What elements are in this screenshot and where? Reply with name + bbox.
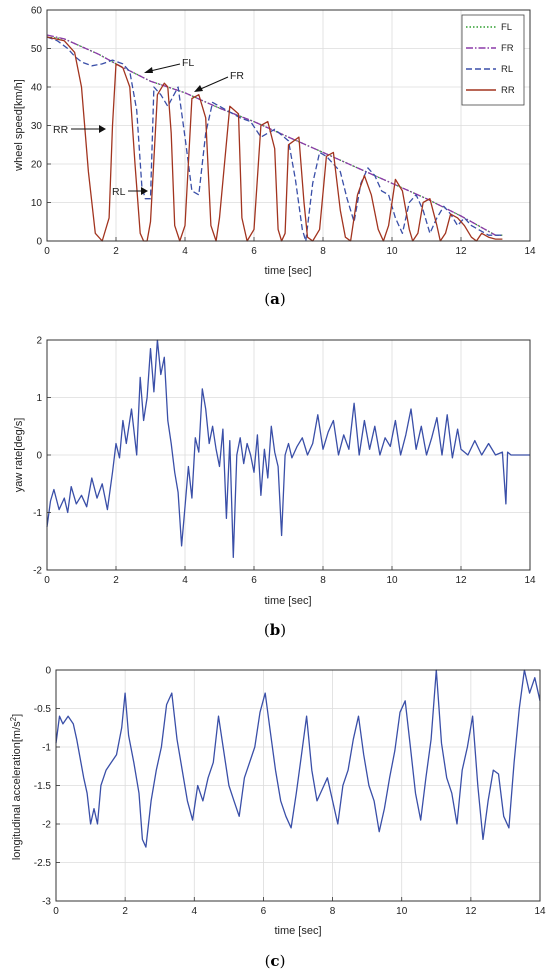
panel-b-caption: (b) bbox=[264, 621, 286, 639]
panel-b-ytick-label: -2 bbox=[33, 566, 42, 577]
panel-c-ytick-label: -3 bbox=[42, 897, 51, 908]
panel-c-ytick-label: -2 bbox=[42, 820, 51, 831]
panel-c-xtick-label: 12 bbox=[465, 906, 477, 917]
annotation-rl: RL bbox=[112, 186, 126, 198]
panel-a-annotations: FL FR RR RL bbox=[53, 57, 244, 198]
panel-c-xtick-label: 6 bbox=[261, 906, 267, 917]
panel-b-xtick-label: 0 bbox=[44, 575, 50, 586]
panel-b-xtick-label: 10 bbox=[386, 575, 398, 586]
panel-c-longitudinal-acceleration: 0 2 4 6 8 10 12 14 -3 -2.5 -2 -1.5 -1 -0.5 0 time [sec… bbox=[9, 666, 546, 971]
annotation-rl-arrowhead bbox=[141, 187, 148, 195]
panel-b-ytick-label: 0 bbox=[36, 451, 42, 462]
panel-b-xtick-label: 6 bbox=[251, 575, 257, 586]
panel-a-xtick-label: 14 bbox=[524, 246, 536, 257]
annotation-rr: RR bbox=[53, 124, 69, 136]
panel-c-xtick-label: 0 bbox=[53, 906, 59, 917]
panel-a-ytick-label: 20 bbox=[31, 160, 43, 171]
panel-a-ytick-label: 30 bbox=[31, 121, 43, 132]
panel-a-caption: (a) bbox=[264, 290, 285, 308]
legend-label-fl: FL bbox=[501, 22, 512, 33]
panel-c-xtick-label: 10 bbox=[396, 906, 408, 917]
annotation-fr-arrowhead bbox=[194, 85, 203, 92]
panel-b-xtick-label: 2 bbox=[113, 575, 119, 586]
panel-c-xtick-label: 8 bbox=[330, 906, 336, 917]
panel-c-ytick-label: -2.5 bbox=[34, 858, 52, 869]
panel-c-ytick-label: -1.5 bbox=[34, 781, 52, 792]
legend-label-rr: RR bbox=[501, 85, 515, 96]
panel-c-ylabel: longitudinal acceleration[m/s2] bbox=[9, 714, 24, 860]
panel-a-xlabel: time [sec] bbox=[264, 265, 311, 277]
panel-b-ytick-label: 2 bbox=[36, 336, 42, 347]
panel-a-ytick-label: 0 bbox=[36, 237, 42, 248]
panel-a-ytick-label: 40 bbox=[31, 83, 43, 94]
panel-a-series-line-rr bbox=[46, 36, 503, 242]
panel-a-xtick-label: 2 bbox=[113, 246, 119, 257]
legend-label-fr: FR bbox=[501, 43, 514, 54]
panel-c-xtick-label: 4 bbox=[192, 906, 198, 917]
panel-b-xtick-label: 4 bbox=[182, 575, 188, 586]
panel-c-xtick-label: 14 bbox=[534, 906, 546, 917]
panel-b-xtick-label: 12 bbox=[455, 575, 467, 586]
panel-c-xtick-label: 2 bbox=[122, 906, 128, 917]
annotation-fl: FL bbox=[182, 57, 194, 69]
panel-a-xtick-label: 8 bbox=[320, 246, 326, 257]
panel-a-xtick-label: 0 bbox=[44, 246, 50, 257]
annotation-rr-arrowhead bbox=[99, 125, 106, 133]
annotation-fl-arrowhead bbox=[144, 67, 153, 73]
panel-b-ylabel: yaw rate[deg/s] bbox=[13, 418, 25, 493]
panel-c-ytick-label: -0.5 bbox=[34, 704, 52, 715]
panel-a-legend: FL FR RL RR bbox=[461, 14, 525, 106]
panel-a-ytick-label: 50 bbox=[31, 44, 43, 55]
panel-a-ylabel: wheel speed[km/h] bbox=[13, 79, 25, 172]
panel-b-xtick-label: 8 bbox=[320, 575, 326, 586]
panel-c-series-line-1 bbox=[55, 669, 541, 848]
panel-a-xtick-label: 10 bbox=[386, 246, 398, 257]
annotation-fr: FR bbox=[230, 70, 244, 82]
panel-a-xtick-label: 12 bbox=[455, 246, 467, 257]
panel-c-ytick-label: 0 bbox=[45, 666, 51, 677]
panel-b-ytick-label: -1 bbox=[33, 508, 42, 519]
panel-a-xtick-label: 6 bbox=[251, 246, 257, 257]
panel-a-wheel-speed: 0 2 4 6 8 10 12 14 0 10 20 30 40 50 60 time [sec] whee… bbox=[13, 6, 536, 309]
panel-b-xtick-label: 14 bbox=[524, 575, 536, 586]
panel-c-caption: (c) bbox=[265, 952, 286, 970]
panel-a-series-line-fr bbox=[46, 34, 503, 236]
panel-b-series-line-1 bbox=[46, 339, 530, 559]
panel-a-ytick-label: 10 bbox=[31, 198, 43, 209]
panel-a-xtick-label: 4 bbox=[182, 246, 188, 257]
panel-b-xlabel: time [sec] bbox=[264, 595, 311, 607]
panel-b-ytick-label: 1 bbox=[36, 393, 42, 404]
panel-c-ytick-label: -1 bbox=[42, 743, 51, 754]
panel-c-xlabel: time [sec] bbox=[274, 925, 321, 937]
legend-label-rl: RL bbox=[501, 64, 513, 75]
panel-a-ytick-label: 60 bbox=[31, 6, 43, 17]
